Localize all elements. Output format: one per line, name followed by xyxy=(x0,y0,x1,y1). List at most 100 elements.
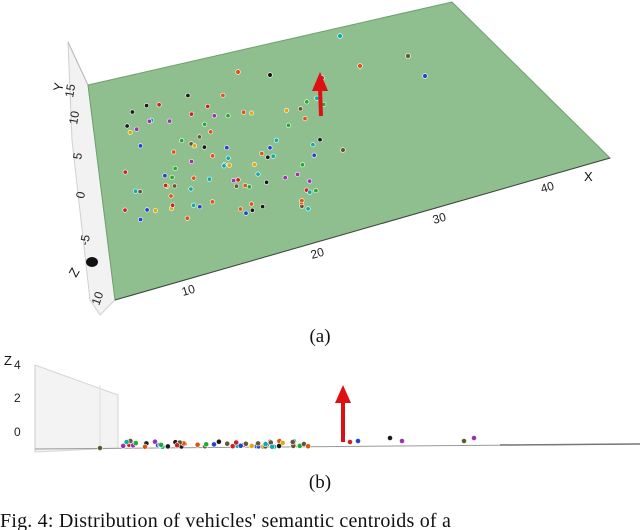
back-wall xyxy=(34,364,119,453)
centroid-point xyxy=(242,440,249,447)
centroid-point xyxy=(123,439,130,445)
centroid-point xyxy=(302,116,308,122)
subfigure-b-canvas: Z 4 2 0 xyxy=(4,353,640,453)
centroid-point xyxy=(283,107,289,113)
centroid-point xyxy=(146,118,152,124)
centroid-point xyxy=(249,110,255,116)
centroid-point xyxy=(191,202,197,208)
centroid-point xyxy=(246,184,252,190)
centroid-point xyxy=(279,440,286,446)
centroid-point xyxy=(124,123,130,129)
y-tick: 15 xyxy=(62,83,78,99)
centroid-point xyxy=(264,179,270,185)
centroid-point xyxy=(167,118,173,124)
y-tick: 10 xyxy=(66,110,82,126)
centroid-point xyxy=(202,121,208,127)
centroid-point xyxy=(357,63,363,69)
centroid-points xyxy=(97,435,477,451)
centroid-point xyxy=(299,162,305,168)
centroid-point xyxy=(133,188,139,194)
centroid-point xyxy=(262,441,269,447)
centroid-point xyxy=(267,145,273,151)
centroid-point xyxy=(163,182,169,188)
centroid-point xyxy=(189,111,195,117)
z-tick: 4 xyxy=(14,358,21,372)
z-axis-label: Z xyxy=(66,265,83,279)
centroid-point xyxy=(270,153,276,159)
centroid-point xyxy=(197,204,203,210)
centroid-point xyxy=(255,171,261,177)
centroid-point xyxy=(243,210,249,216)
centroid-point xyxy=(171,149,177,155)
x-axis-line xyxy=(114,157,611,301)
centroid-point xyxy=(156,102,162,108)
centroid-point xyxy=(231,178,237,184)
centroid-point xyxy=(185,93,191,99)
centroid-point xyxy=(307,189,313,195)
centroid-point xyxy=(299,198,305,204)
centroid-point xyxy=(192,143,198,149)
centroid-point xyxy=(188,186,194,192)
centroid-point xyxy=(249,207,255,213)
centroid-point xyxy=(313,188,319,194)
camera-origin-marker xyxy=(86,257,98,267)
centroid-point xyxy=(194,441,201,448)
centroid-point xyxy=(269,443,275,450)
z-tick: 10 xyxy=(89,289,107,307)
centroid-point xyxy=(310,142,316,148)
centroid-point xyxy=(184,215,190,221)
centroid-point xyxy=(224,440,231,447)
centroid-point xyxy=(307,178,313,184)
centroid-point xyxy=(205,103,211,109)
z-axis-label: Z xyxy=(4,353,12,368)
centroid-point xyxy=(189,159,195,165)
centroid-point xyxy=(347,439,353,445)
subfigure-b-caption: (b) xyxy=(308,472,332,493)
centroid-point xyxy=(422,73,428,79)
centroid-point xyxy=(251,162,257,168)
y-tick: -5 xyxy=(77,233,93,246)
x-axis-ticks: 10 20 30 40 xyxy=(180,179,556,299)
centroid-point xyxy=(220,92,226,98)
centroid-point xyxy=(138,217,144,223)
centroid-point xyxy=(207,176,213,182)
centroid-point xyxy=(97,445,103,451)
centroid-point xyxy=(285,122,291,128)
centroid-point xyxy=(471,435,477,441)
centroid-point xyxy=(196,134,202,140)
centroid-point xyxy=(142,443,148,450)
x-tick: 40 xyxy=(539,179,556,196)
centroid-point xyxy=(215,438,222,445)
centroid-point xyxy=(235,69,241,75)
y-tick: 0 xyxy=(73,190,88,199)
centroid-point xyxy=(238,206,244,212)
z-tick: 2 xyxy=(14,391,21,405)
centroid-point xyxy=(144,207,150,213)
centroid-point xyxy=(138,143,144,149)
centroid-point xyxy=(129,109,135,115)
centroid-point xyxy=(311,152,317,158)
x-tick: 30 xyxy=(431,210,448,227)
centroid-point xyxy=(209,199,215,205)
centroid-point xyxy=(297,106,303,112)
centroid-point xyxy=(295,171,301,177)
centroid-point xyxy=(337,33,343,39)
centroid-point xyxy=(305,443,311,450)
centroid-point xyxy=(152,438,158,445)
centroid-point xyxy=(162,173,168,179)
centroid-point xyxy=(317,137,323,143)
centroid-point xyxy=(203,441,210,448)
centroid-point xyxy=(304,99,310,105)
centroid-points xyxy=(122,33,428,223)
x-tick: 20 xyxy=(309,245,326,262)
centroid-point xyxy=(224,145,230,151)
subfigure-b-side-view: Z 4 2 0 xyxy=(0,345,640,460)
ego-arrow-icon xyxy=(312,72,328,117)
centroid-point xyxy=(137,189,143,195)
y-axis-label: Y xyxy=(50,81,66,92)
figure-caption: Fig. 4: Distribution of vehicles' semant… xyxy=(0,510,452,530)
centroid-point xyxy=(225,155,231,161)
centroid-point xyxy=(461,438,467,444)
centroid-point xyxy=(234,183,240,189)
centroid-point xyxy=(120,443,127,449)
